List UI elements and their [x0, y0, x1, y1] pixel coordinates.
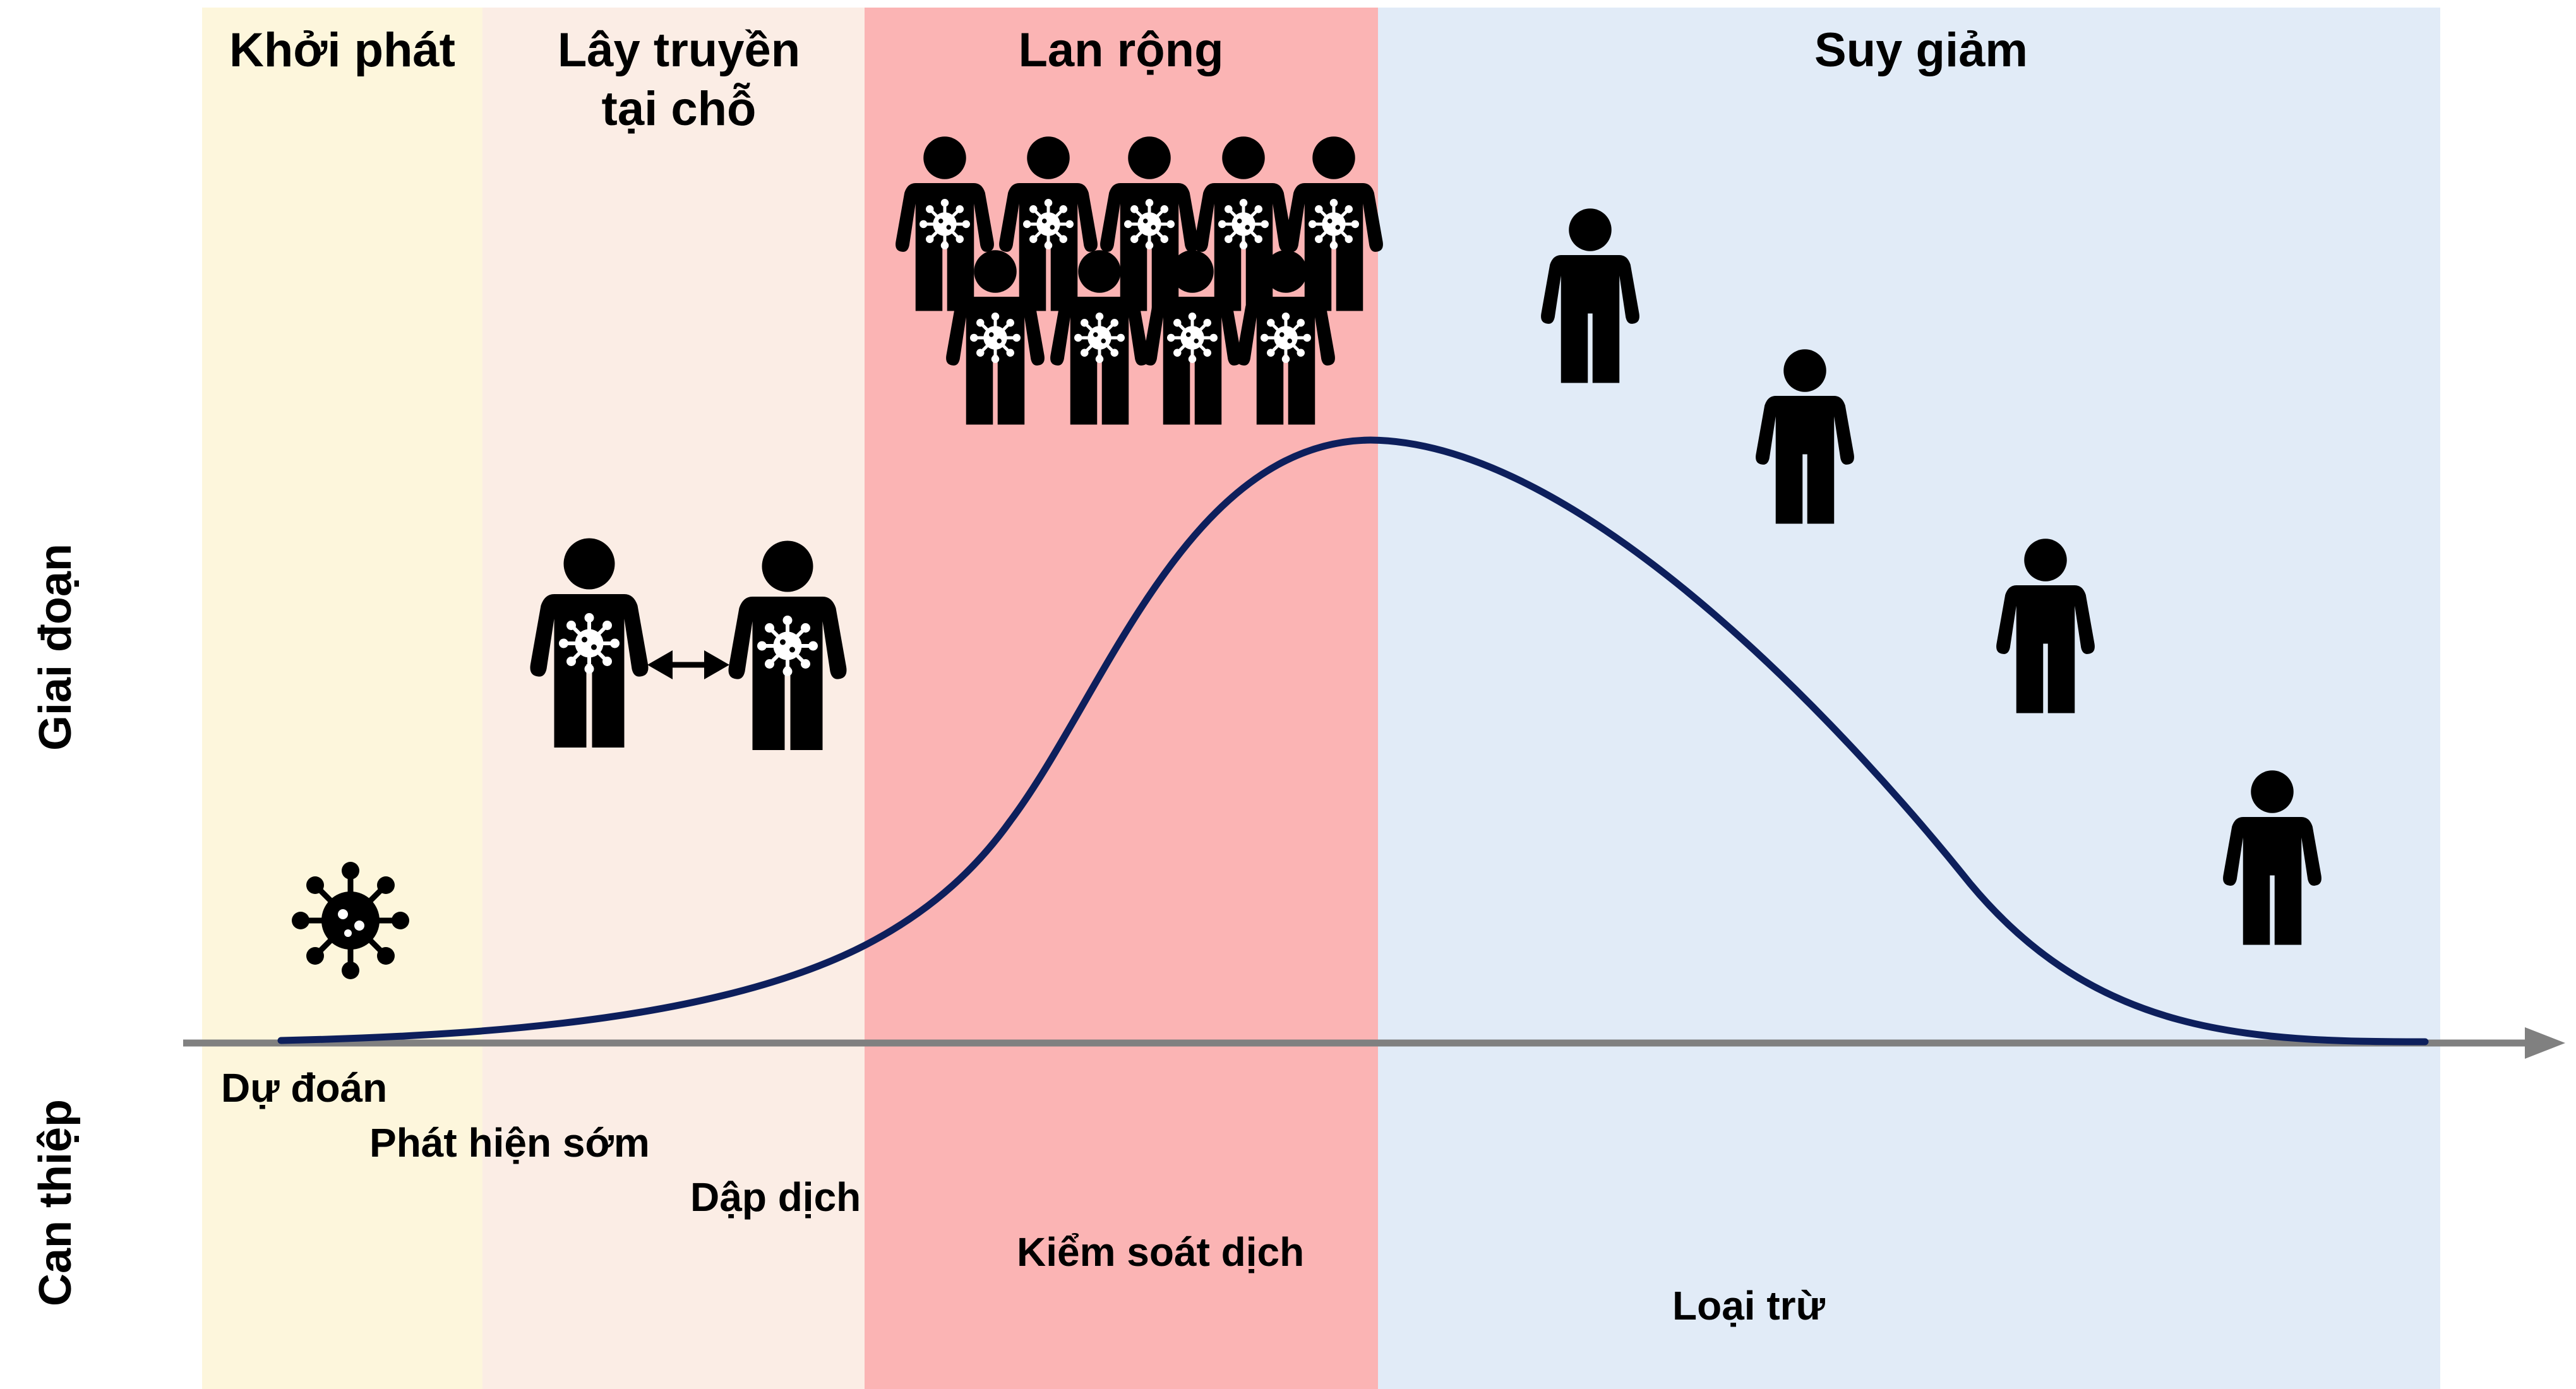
phase-title-lan-rong: Lan rộng — [1018, 23, 1223, 77]
phase-title-khoi-phat: Khởi phát — [229, 23, 455, 77]
axis-label-giai-doan: Giai đoạn — [30, 544, 81, 751]
intervention-kiem-soat-dich: Kiểm soát dịch — [1017, 1229, 1304, 1275]
axis-arrowhead-icon — [2525, 1027, 2565, 1059]
intervention-phat-hien-som: Phát hiện sớm — [369, 1120, 650, 1165]
phase-title-lay-truyen-line2: tại chỗ — [602, 82, 757, 136]
intervention-loai-tru: Loại trừ — [1672, 1283, 1826, 1328]
epidemic-curve — [277, 436, 2429, 1046]
phase-title-suy-giam: Suy giảm — [1814, 23, 2028, 77]
intervention-du-doan: Dự đoán — [221, 1065, 387, 1111]
axis-label-can-thiep: Can thiệp — [30, 1099, 81, 1306]
phase-band-suy-giam — [1378, 8, 2440, 1389]
phase-title-lay-truyen-line1: Lây truyền — [558, 23, 800, 77]
virus-icon — [292, 862, 409, 979]
double-arrow-icon — [647, 650, 729, 679]
intervention-dap-dich: Dập dịch — [690, 1174, 861, 1220]
phase-band-khoi-phat — [202, 8, 482, 1389]
